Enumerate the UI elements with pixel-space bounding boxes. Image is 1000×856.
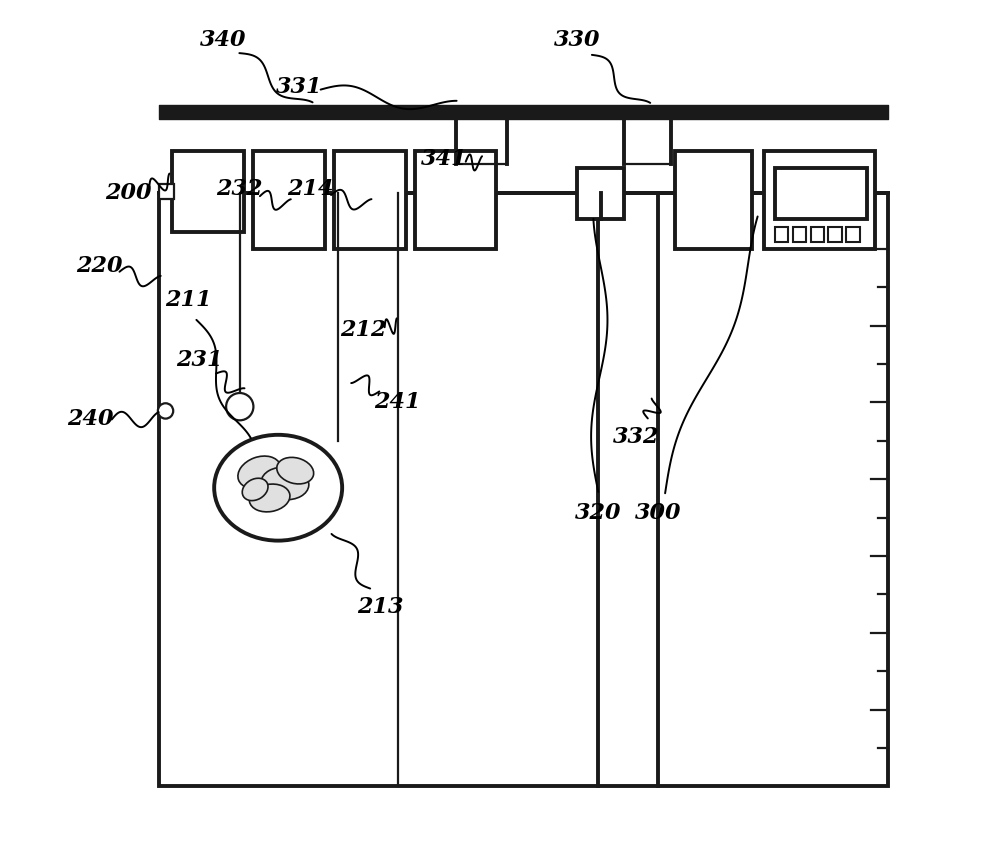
Bar [793,227,806,242]
Text: 240: 240 [67,408,114,431]
Text: 213: 213 [357,596,404,618]
Bar [775,227,788,242]
Ellipse shape [277,457,314,484]
Bar [334,151,406,249]
Text: 300: 300 [635,502,681,525]
Ellipse shape [261,467,309,500]
Bar [577,168,624,219]
Circle shape [158,403,173,419]
Text: 220: 220 [76,255,122,276]
Bar [675,151,752,249]
Text: 341: 341 [421,148,468,170]
Ellipse shape [238,456,281,489]
Bar [415,151,496,249]
Bar [811,227,824,242]
Text: 340: 340 [199,29,246,51]
Text: 330: 330 [554,29,600,51]
Circle shape [226,393,253,420]
Bar [775,168,867,219]
Bar [159,193,888,787]
Bar [159,184,174,199]
Ellipse shape [214,435,342,541]
Bar [846,227,860,242]
Text: 331: 331 [276,75,323,98]
Bar [828,227,842,242]
Text: 200: 200 [106,182,152,205]
Text: 241: 241 [374,391,421,413]
Text: 211: 211 [165,289,212,311]
Text: 232: 232 [217,178,263,200]
Text: 214: 214 [287,178,334,200]
Bar [253,151,325,249]
Text: 212: 212 [340,319,387,341]
Text: 332: 332 [613,425,660,448]
Text: 231: 231 [176,348,223,371]
Text: 320: 320 [575,502,621,525]
Bar [764,151,875,249]
Ellipse shape [249,484,290,512]
Ellipse shape [242,479,268,501]
Bar [172,151,244,232]
